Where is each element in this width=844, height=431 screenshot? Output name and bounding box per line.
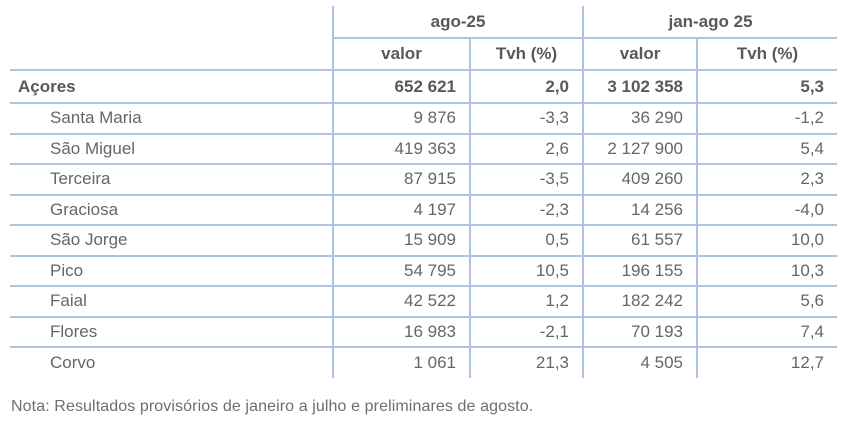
row-label: São Jorge	[10, 225, 333, 257]
value-cell: 12,7	[696, 347, 838, 378]
table-row-sao-jorge: São Jorge 15 909 0,5 61 557 10,0	[10, 225, 838, 257]
group-header-ago25: ago-25	[331, 6, 584, 39]
table-row-graciosa: Graciosa 4 197 -2,3 14 256 -4,0	[10, 194, 838, 226]
row-label: São Miguel	[10, 133, 333, 165]
value-cell: 21,3	[468, 347, 584, 378]
table-row-terceira: Terceira 87 915 -3,5 409 260 2,3	[10, 164, 838, 196]
value-cell: 15 909	[332, 225, 470, 257]
value-cell: 9 876	[332, 103, 470, 135]
value-cell: 2,6	[468, 133, 584, 165]
value-cell: 2,0	[468, 70, 584, 104]
value-cell: 14 256	[582, 194, 698, 226]
row-label: Terceira	[10, 164, 333, 196]
footnote: Nota: Resultados provisórios de janeiro …	[11, 398, 534, 415]
value-cell: 16 983	[332, 316, 470, 348]
azores-statistics-table: ago-25 jan-ago 25 valor Tvh (%) valor Tv…	[10, 6, 838, 378]
column-header-tvh-ago: Tvh (%)	[468, 38, 584, 71]
row-label: Graciosa	[10, 194, 333, 226]
value-cell: 4 197	[332, 194, 470, 226]
value-cell: 42 522	[332, 286, 470, 318]
value-cell: 61 557	[582, 225, 698, 257]
value-cell: 5,3	[696, 70, 838, 104]
value-cell: -4,0	[696, 194, 838, 226]
value-cell: 0,5	[468, 225, 584, 257]
table-row-sao-miguel: São Miguel 419 363 2,6 2 127 900 5,4	[10, 133, 838, 165]
table-row-pico: Pico 54 795 10,5 196 155 10,3	[10, 255, 838, 287]
value-cell: 87 915	[332, 164, 470, 196]
value-cell: 1 061	[332, 347, 470, 378]
value-cell: 2,3	[696, 164, 838, 196]
value-cell: 3 102 358	[582, 70, 698, 104]
value-cell: 10,0	[696, 225, 838, 257]
value-cell: -3,3	[468, 103, 584, 135]
value-cell: 409 260	[582, 164, 698, 196]
row-label: Faial	[10, 286, 333, 318]
value-cell: 70 193	[582, 316, 698, 348]
value-cell: 54 795	[332, 255, 470, 287]
group-header-janago25: jan-ago 25	[582, 6, 838, 39]
column-header-row: valor Tvh (%) valor Tvh (%)	[10, 38, 838, 71]
value-cell: 2 127 900	[582, 133, 698, 165]
value-cell: 7,4	[696, 316, 838, 348]
value-cell: 5,6	[696, 286, 838, 318]
label-column-header-empty	[10, 38, 333, 71]
value-cell: 10,5	[468, 255, 584, 287]
table-row-flores: Flores 16 983 -2,1 70 193 7,4	[10, 316, 838, 348]
value-cell: -3,5	[468, 164, 584, 196]
row-label: Pico	[10, 255, 333, 287]
column-header-valor-janago: valor	[582, 38, 698, 71]
value-cell: 419 363	[332, 133, 470, 165]
column-header-valor-ago: valor	[332, 38, 470, 71]
value-cell: 1,2	[468, 286, 584, 318]
corner-empty-cell	[10, 6, 333, 38]
value-cell: -1,2	[696, 103, 838, 135]
row-label: Santa Maria	[10, 103, 333, 135]
value-cell: 4 505	[582, 347, 698, 378]
value-cell: -2,1	[468, 316, 584, 348]
row-label: Flores	[10, 316, 333, 348]
row-label: Açores	[10, 70, 333, 104]
table-row-corvo: Corvo 1 061 21,3 4 505 12,7	[10, 347, 838, 378]
column-header-tvh-janago: Tvh (%)	[696, 38, 838, 71]
value-cell: 5,4	[696, 133, 838, 165]
table-row-santa-maria: Santa Maria 9 876 -3,3 36 290 -1,2	[10, 103, 838, 135]
value-cell: 652 621	[332, 70, 470, 104]
table-row-faial: Faial 42 522 1,2 182 242 5,6	[10, 286, 838, 318]
value-cell: 10,3	[696, 255, 838, 287]
period-group-header-row: ago-25 jan-ago 25	[10, 6, 838, 39]
value-cell: 36 290	[582, 103, 698, 135]
value-cell: -2,3	[468, 194, 584, 226]
value-cell: 196 155	[582, 255, 698, 287]
value-cell: 182 242	[582, 286, 698, 318]
table-row-acores-total: Açores 652 621 2,0 3 102 358 5,3	[10, 70, 838, 104]
row-label: Corvo	[50, 352, 96, 372]
